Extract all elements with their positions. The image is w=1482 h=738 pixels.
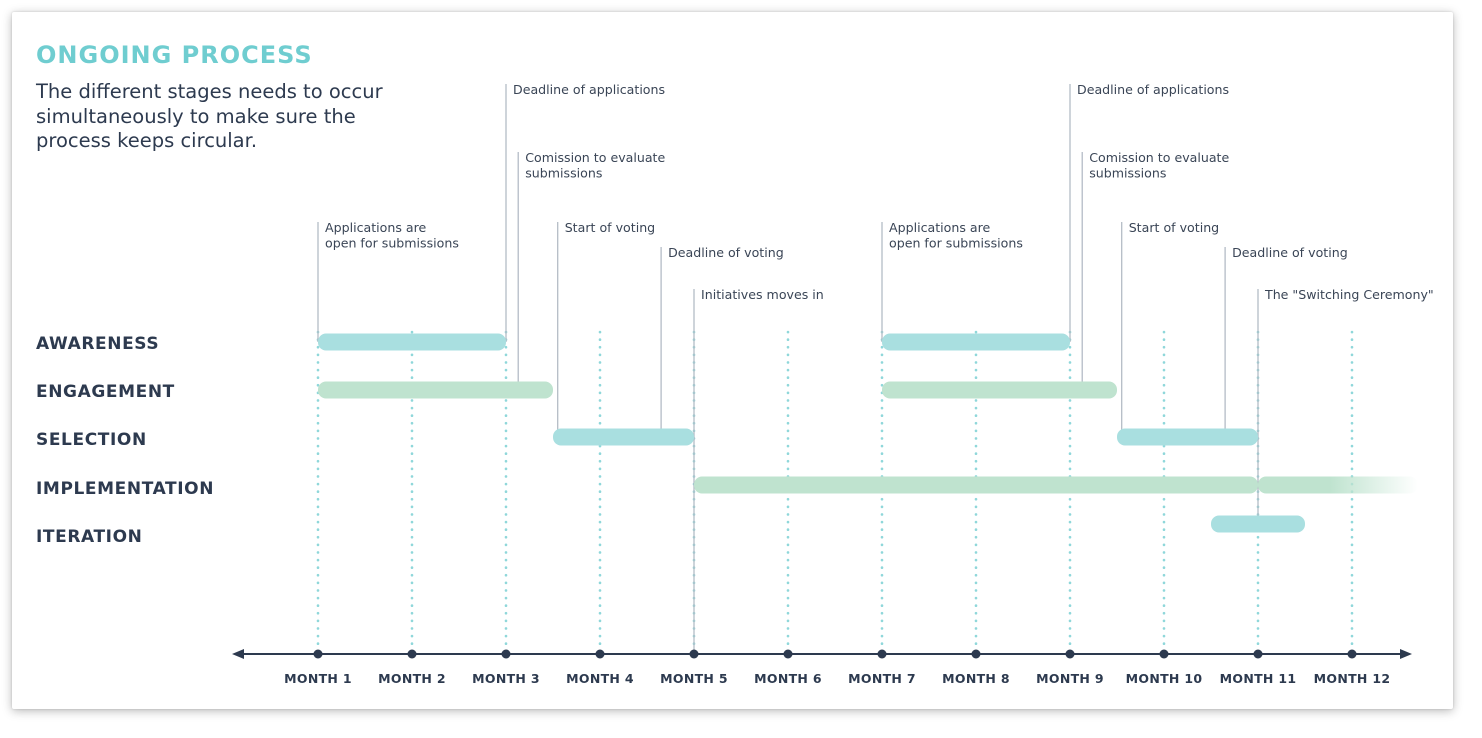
event-label: Deadline of voting <box>668 245 784 260</box>
stage-bar-engagement <box>882 381 1117 399</box>
month-tick-dot <box>313 649 323 659</box>
event-label: Start of voting <box>1129 220 1219 235</box>
diagram-subtitle: The different stages needs to occur simu… <box>36 80 383 152</box>
event-label: Initiatives moves in <box>701 287 824 302</box>
stage-bar-iteration <box>1211 515 1305 533</box>
month-tick-dot <box>595 649 605 659</box>
month-tick-dot <box>1065 649 1075 659</box>
row-label-selection: SELECTION <box>36 430 147 450</box>
month-label: MONTH 6 <box>754 671 822 686</box>
month-label: MONTH 8 <box>942 671 1010 686</box>
month-tick-dot <box>689 649 699 659</box>
month-tick-dot <box>877 649 887 659</box>
month-label: MONTH 2 <box>378 671 446 686</box>
axis-left-arrow-icon <box>232 649 244 659</box>
month-tick-dot <box>971 649 981 659</box>
event-label: Comission to evaluate submissions <box>1089 150 1229 181</box>
event-label: Start of voting <box>565 220 655 235</box>
month-label: MONTH 11 <box>1220 671 1297 686</box>
event-label: Comission to evaluate submissions <box>525 150 665 181</box>
month-tick-dot <box>783 649 793 659</box>
diagram-title: ONGOING PROCESS <box>36 41 313 69</box>
month-label: MONTH 5 <box>660 671 728 686</box>
month-tick-dot <box>407 649 417 659</box>
month-label: MONTH 1 <box>284 671 352 686</box>
event-label: Deadline of voting <box>1232 245 1348 260</box>
stage-bar-awareness <box>882 333 1070 351</box>
month-tick-dot <box>1159 649 1169 659</box>
month-tick-dot <box>1347 649 1357 659</box>
event-label: Applications are open for submissions <box>325 220 459 251</box>
event-label: The "Switching Ceremony" <box>1264 287 1434 302</box>
month-label: MONTH 7 <box>848 671 916 686</box>
row-label-implementation: IMPLEMENTATION <box>36 479 215 499</box>
stage-bar-implementation <box>1258 476 1418 494</box>
month-label: MONTH 12 <box>1314 671 1391 686</box>
month-label: MONTH 9 <box>1036 671 1104 686</box>
event-label: Deadline of applications <box>513 82 665 97</box>
month-label: MONTH 4 <box>566 671 634 686</box>
diagram-card: ONGOING PROCESS The different stages nee… <box>12 12 1453 709</box>
row-label-engagement: ENGAGEMENT <box>36 382 175 402</box>
month-tick-dot <box>501 649 511 659</box>
row-label-iteration: ITERATION <box>36 527 143 547</box>
month-tick-dot <box>1253 649 1263 659</box>
stage-bar-selection <box>1117 428 1258 446</box>
row-label-awareness: AWARENESS <box>36 334 160 354</box>
stage-bar-engagement <box>318 381 553 399</box>
stage-bar-implementation <box>694 476 1258 494</box>
stage-bar-selection <box>553 428 694 446</box>
stage-bar-awareness <box>318 333 506 351</box>
event-label: Applications are open for submissions <box>889 220 1023 251</box>
axis-right-arrow-icon <box>1400 649 1412 659</box>
month-label: MONTH 10 <box>1126 671 1203 686</box>
month-label: MONTH 3 <box>472 671 540 686</box>
timeline-diagram: MONTH 1 MONTH 2 MONTH 3 MONTH 4 MONTH 5 MONTH… <box>232 82 1434 686</box>
event-label: Deadline of applications <box>1077 82 1229 97</box>
